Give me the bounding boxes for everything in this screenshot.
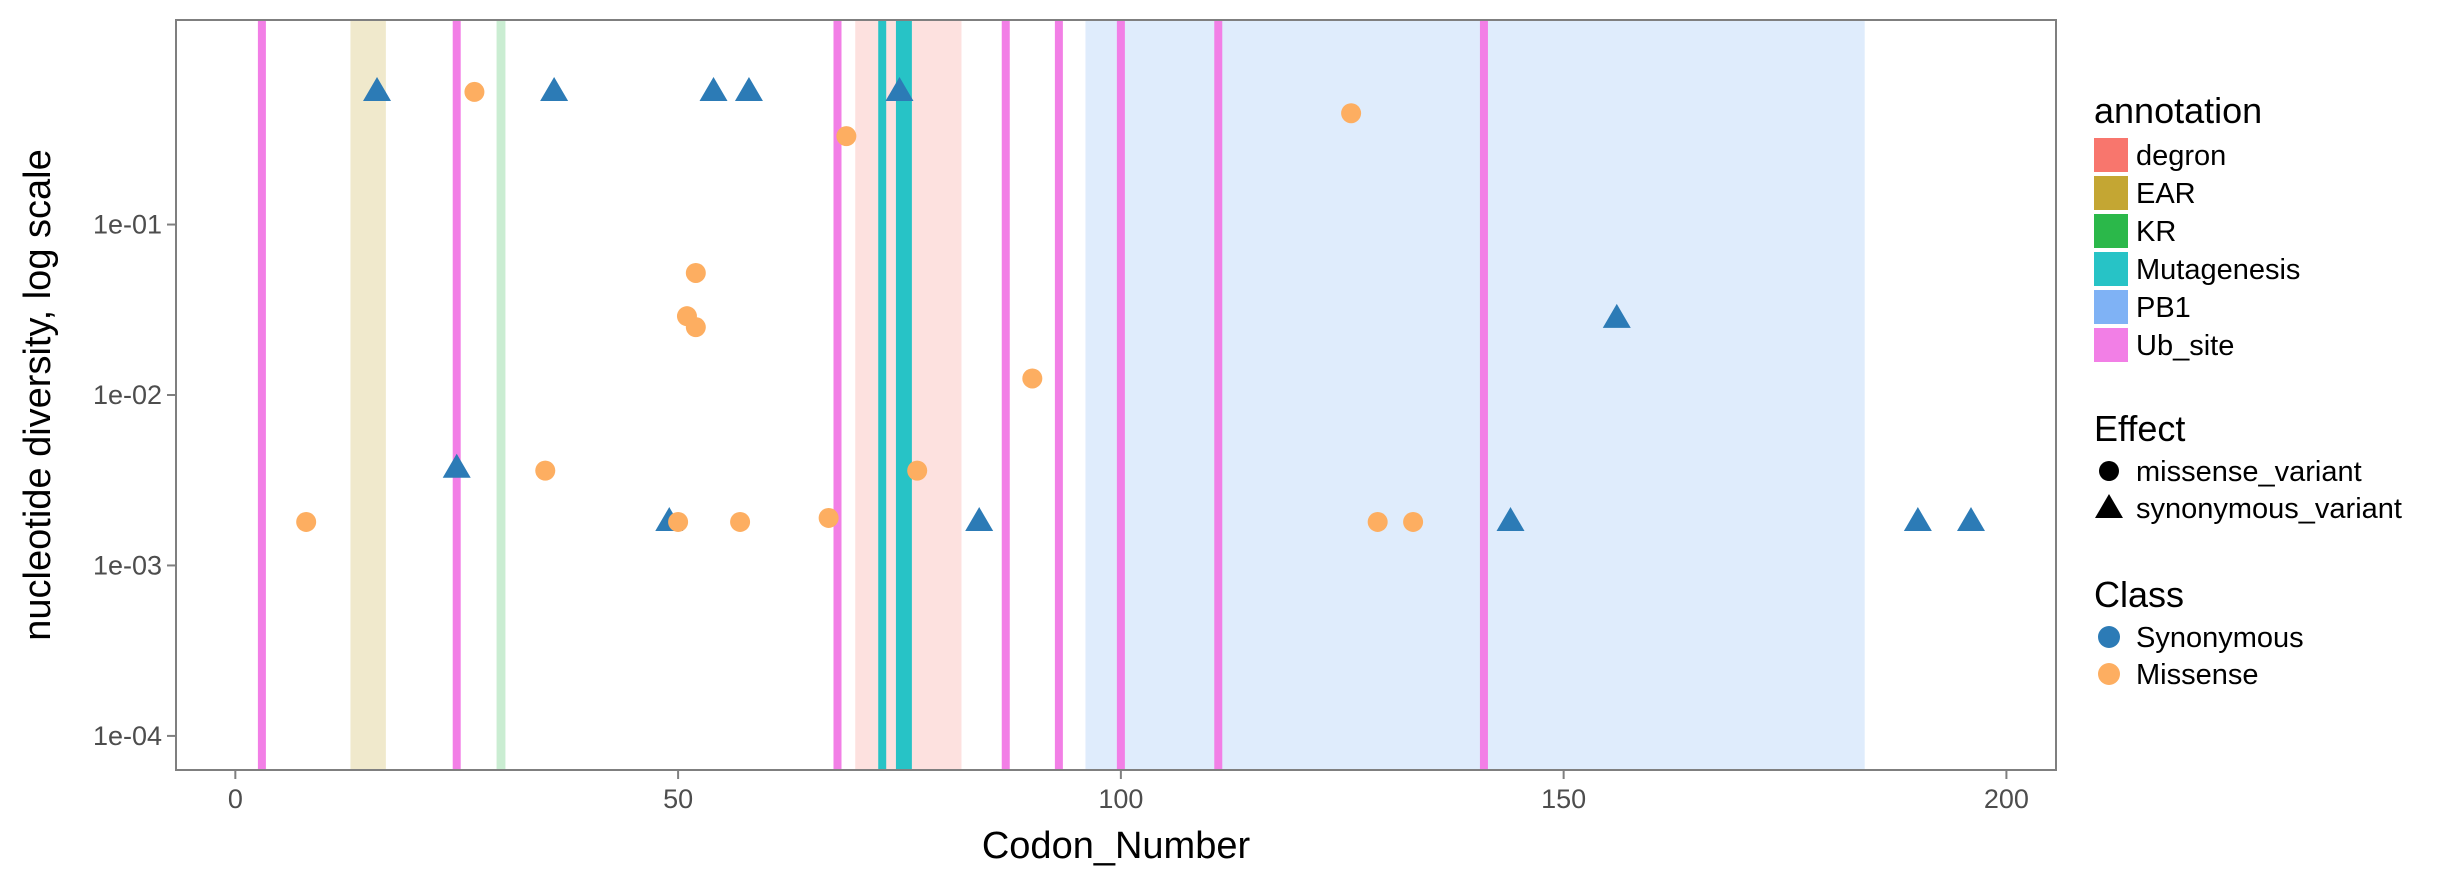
legend: annotation degron EAR KR Mutagenesis PB1 Ub_si…: [2094, 90, 2402, 691]
ub-site-line: [1116, 20, 1125, 770]
legend-key-pb1: [2094, 290, 2128, 324]
synonymous-point: [699, 77, 728, 102]
synonymous-point: [1496, 507, 1525, 532]
synonymous-point: [1903, 507, 1932, 532]
legend-title-class: Class: [2094, 574, 2184, 615]
missense-point: [1341, 103, 1362, 124]
y-tick-label: 1e-04: [93, 721, 162, 751]
legend-key-ear: [2094, 176, 2128, 210]
legend-label-kr: KR: [2136, 216, 2176, 248]
synonymous-point: [734, 77, 763, 102]
missense-point: [535, 460, 556, 481]
y-tick-label: 1e-01: [93, 210, 162, 240]
legend-key-circle: [2099, 461, 2119, 481]
region-pb1: [1085, 20, 1865, 770]
missense-point: [818, 507, 839, 528]
region-kr: [496, 20, 506, 770]
legend-key-kr: [2094, 214, 2128, 248]
ub-site-line: [1001, 20, 1010, 770]
region-ear: [350, 20, 386, 770]
ub-site-lines: [257, 20, 1488, 770]
ub-site-line: [257, 20, 266, 770]
legend-label-effect: synonymous_variant: [2136, 493, 2402, 525]
missense-point: [685, 262, 706, 283]
region-mutagenesis: [895, 20, 912, 770]
x-axis-title: Codon_Number: [982, 825, 1251, 867]
legend-title-effect: Effect: [2094, 408, 2185, 449]
y-tick-label: 1e-03: [93, 550, 162, 580]
missense-point: [1022, 368, 1043, 389]
missense-point: [464, 81, 485, 102]
data-points: [296, 77, 1985, 532]
legend-label-missense: Missense: [2136, 659, 2259, 691]
x-tick-label: 150: [1541, 784, 1586, 814]
legend-key-ub_site: [2094, 328, 2128, 362]
legend-key-synonymous: [2098, 626, 2120, 648]
legend-label-ub_site: Ub_site: [2136, 330, 2234, 362]
ub-site-line: [1054, 20, 1063, 770]
legend-label-degron: degron: [2136, 140, 2226, 172]
legend-label-synonymous: Synonymous: [2136, 622, 2304, 654]
legend-label-effect: missense_variant: [2136, 456, 2362, 488]
legend-key-mutagenesis: [2094, 252, 2128, 286]
synonymous-point: [363, 77, 392, 102]
legend-key-degron: [2094, 138, 2128, 172]
missense-point: [1403, 511, 1424, 532]
legend-label-mutagenesis: Mutagenesis: [2136, 254, 2300, 286]
synonymous-point: [540, 77, 569, 102]
synonymous-point: [442, 453, 471, 478]
legend-key-triangle: [2095, 494, 2123, 518]
synonymous-point: [965, 507, 994, 532]
x-tick-label: 200: [1984, 784, 2029, 814]
synonymous-point: [1956, 507, 1985, 532]
missense-point: [907, 460, 928, 481]
ub-site-line: [1214, 20, 1223, 770]
x-tick-label: 100: [1098, 784, 1143, 814]
missense-point: [836, 126, 857, 147]
legend-label-pb1: PB1: [2136, 292, 2191, 324]
y-tick-label: 1e-02: [93, 380, 162, 410]
ub-site-line: [833, 20, 842, 770]
legend-title-annotation: annotation: [2094, 90, 2262, 131]
legend-label-ear: EAR: [2136, 178, 2196, 210]
missense-point: [730, 511, 751, 532]
missense-point: [1367, 511, 1388, 532]
x-tick-label: 50: [663, 784, 693, 814]
ub-site-line: [1479, 20, 1488, 770]
y-axis-title: nucleotide diversity, log scale: [17, 149, 59, 640]
synonymous-point: [1602, 303, 1631, 328]
missense-point: [685, 317, 706, 338]
synonymous-point: [885, 77, 914, 102]
region-mutagenesis: [878, 20, 887, 770]
missense-point: [668, 511, 689, 532]
axes: 0 50 100 150 200 1e-01 1e-02 1e-03 1e-04: [93, 210, 2029, 814]
x-tick-label: 0: [228, 784, 243, 814]
legend-key-missense: [2098, 663, 2120, 685]
missense-point: [296, 511, 317, 532]
ub-site-line: [452, 20, 461, 770]
